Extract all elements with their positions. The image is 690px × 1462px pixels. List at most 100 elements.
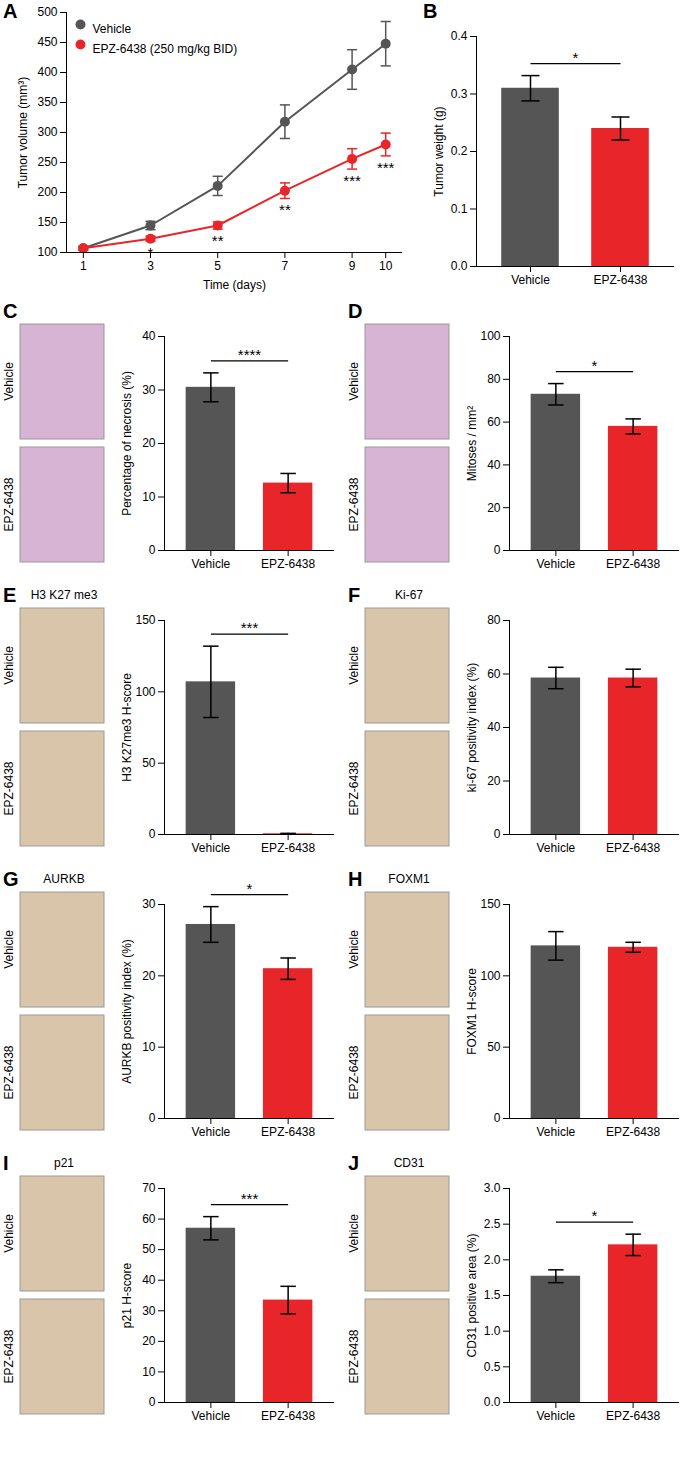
svg-text:*: * xyxy=(592,357,598,374)
svg-text:CD31: CD31 xyxy=(394,1156,425,1170)
svg-text:EPZ-6438: EPZ-6438 xyxy=(347,477,361,531)
svg-text:Vehicle: Vehicle xyxy=(2,362,16,401)
svg-text:20: 20 xyxy=(142,969,156,983)
svg-text:***: *** xyxy=(343,172,361,189)
svg-text:80: 80 xyxy=(487,372,501,386)
svg-text:10: 10 xyxy=(142,490,156,504)
svg-text:0: 0 xyxy=(149,1111,156,1125)
svg-text:Vehicle: Vehicle xyxy=(537,1409,576,1423)
svg-text:Vehicle: Vehicle xyxy=(347,930,361,969)
svg-text:AURKB: AURKB xyxy=(43,872,84,886)
svg-text:0.2: 0.2 xyxy=(451,144,468,158)
svg-text:Vehicle: Vehicle xyxy=(537,841,576,855)
svg-text:***: *** xyxy=(241,619,259,636)
svg-text:70: 70 xyxy=(142,1181,156,1195)
svg-text:20: 20 xyxy=(487,501,501,515)
svg-text:EPZ-6438: EPZ-6438 xyxy=(606,557,660,571)
svg-text:150: 150 xyxy=(37,215,57,229)
svg-text:0.5: 0.5 xyxy=(484,1360,501,1374)
svg-text:60: 60 xyxy=(487,667,501,681)
svg-text:EPZ-6438: EPZ-6438 xyxy=(2,1329,16,1383)
svg-text:*: * xyxy=(592,1207,598,1224)
svg-text:40: 40 xyxy=(487,458,501,472)
svg-text:40: 40 xyxy=(142,1273,156,1287)
svg-text:40: 40 xyxy=(487,720,501,734)
svg-text:0.0: 0.0 xyxy=(451,259,468,273)
svg-text:0: 0 xyxy=(149,543,156,557)
svg-text:10: 10 xyxy=(142,1040,156,1054)
svg-text:Vehicle: Vehicle xyxy=(537,557,576,571)
svg-text:0: 0 xyxy=(149,1395,156,1409)
svg-text:Vehicle: Vehicle xyxy=(192,1125,231,1139)
svg-text:***: *** xyxy=(241,1190,259,1207)
svg-text:EPZ-6438: EPZ-6438 xyxy=(347,1329,361,1383)
svg-text:FOXM1 H-score: FOXM1 H-score xyxy=(465,968,479,1055)
svg-text:EPZ-6438 (250 mg/kg BID): EPZ-6438 (250 mg/kg BID) xyxy=(93,42,238,56)
svg-text:1.5: 1.5 xyxy=(484,1288,501,1302)
svg-text:Vehicle: Vehicle xyxy=(192,557,231,571)
svg-text:EPZ-6438: EPZ-6438 xyxy=(347,1045,361,1099)
svg-text:50: 50 xyxy=(142,1242,156,1256)
svg-text:CD31 positive area (%): CD31 positive area (%) xyxy=(465,1233,479,1357)
svg-text:100: 100 xyxy=(480,329,500,343)
svg-text:FOXM1: FOXM1 xyxy=(388,872,430,886)
svg-text:Percentage of necrosis (%): Percentage of necrosis (%) xyxy=(120,371,134,516)
svg-text:EPZ-6438: EPZ-6438 xyxy=(593,273,647,287)
svg-text:*: * xyxy=(148,244,154,261)
svg-text:EPZ-6438: EPZ-6438 xyxy=(347,761,361,815)
svg-text:200: 200 xyxy=(37,185,57,199)
svg-text:EPZ-6438: EPZ-6438 xyxy=(2,1045,16,1099)
svg-text:450: 450 xyxy=(37,35,57,49)
svg-text:100: 100 xyxy=(37,245,57,259)
svg-text:Vehicle: Vehicle xyxy=(2,646,16,685)
svg-text:80: 80 xyxy=(487,613,501,627)
svg-text:20: 20 xyxy=(142,436,156,450)
svg-text:150: 150 xyxy=(135,613,155,627)
svg-text:2.0: 2.0 xyxy=(484,1253,501,1267)
svg-text:20: 20 xyxy=(142,1334,156,1348)
svg-text:400: 400 xyxy=(37,65,57,79)
svg-text:0.3: 0.3 xyxy=(451,87,468,101)
svg-text:EPZ-6438: EPZ-6438 xyxy=(261,1125,315,1139)
svg-text:EPZ-6438: EPZ-6438 xyxy=(261,1409,315,1423)
svg-text:3: 3 xyxy=(147,259,154,273)
svg-text:Vehicle: Vehicle xyxy=(537,1125,576,1139)
svg-text:30: 30 xyxy=(142,897,156,911)
svg-text:Vehicle: Vehicle xyxy=(192,1409,231,1423)
svg-text:0: 0 xyxy=(494,827,501,841)
svg-text:EPZ-6438: EPZ-6438 xyxy=(2,477,16,531)
svg-text:30: 30 xyxy=(142,1304,156,1318)
svg-text:Mitoses / mm²: Mitoses / mm² xyxy=(465,406,479,481)
svg-text:150: 150 xyxy=(480,897,500,911)
svg-text:20: 20 xyxy=(487,774,501,788)
svg-text:Vehicle: Vehicle xyxy=(347,646,361,685)
svg-text:***: *** xyxy=(377,159,395,176)
svg-text:Vehicle: Vehicle xyxy=(192,841,231,855)
svg-text:Tumor volume (mm³): Tumor volume (mm³) xyxy=(16,77,30,189)
svg-text:10: 10 xyxy=(142,1365,156,1379)
svg-text:1: 1 xyxy=(80,259,87,273)
svg-text:Time (days): Time (days) xyxy=(203,278,266,292)
svg-text:40: 40 xyxy=(142,329,156,343)
svg-text:EPZ-6438: EPZ-6438 xyxy=(261,841,315,855)
svg-text:p21 H-score: p21 H-score xyxy=(120,1263,134,1329)
svg-text:Vehicle: Vehicle xyxy=(347,1214,361,1253)
svg-text:EPZ-6438: EPZ-6438 xyxy=(606,1409,660,1423)
svg-text:0: 0 xyxy=(149,827,156,841)
svg-text:250: 250 xyxy=(37,155,57,169)
svg-text:60: 60 xyxy=(142,1212,156,1226)
svg-text:Vehicle: Vehicle xyxy=(347,362,361,401)
svg-text:ki-67 positivity index (%): ki-67 positivity index (%) xyxy=(465,663,479,792)
svg-text:Vehicle: Vehicle xyxy=(2,930,16,969)
svg-text:60: 60 xyxy=(487,415,501,429)
svg-text:****: **** xyxy=(238,346,262,363)
svg-text:Vehicle: Vehicle xyxy=(2,1214,16,1253)
svg-text:9: 9 xyxy=(349,259,356,273)
svg-text:EPZ-6438: EPZ-6438 xyxy=(606,1125,660,1139)
svg-text:EPZ-6438: EPZ-6438 xyxy=(2,761,16,815)
svg-text:Tumor weight (g): Tumor weight (g) xyxy=(432,106,446,196)
svg-text:5: 5 xyxy=(214,259,221,273)
svg-text:EPZ-6438: EPZ-6438 xyxy=(606,841,660,855)
svg-text:EPZ-6438: EPZ-6438 xyxy=(261,557,315,571)
svg-text:AURKB positivity index (%): AURKB positivity index (%) xyxy=(120,939,134,1084)
